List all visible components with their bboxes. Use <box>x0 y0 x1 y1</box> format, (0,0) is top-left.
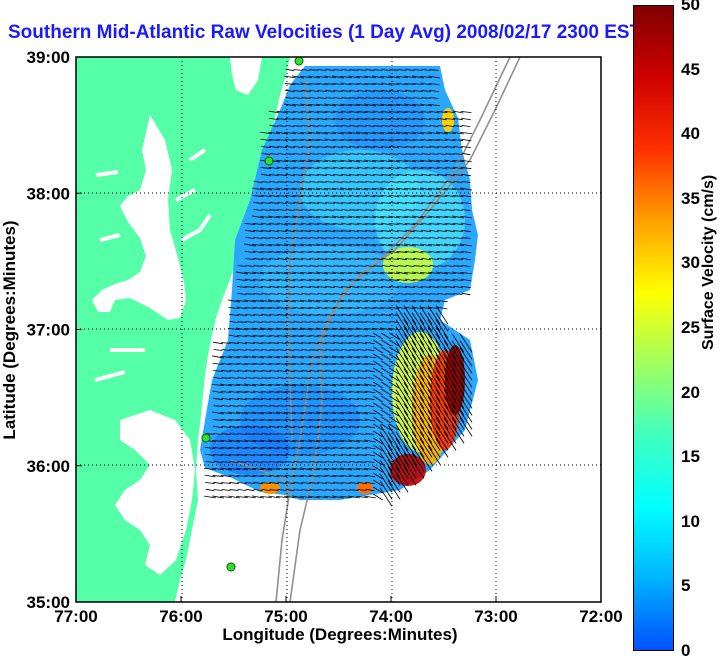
y-axis-label: Latitude (Degrees:Minutes) <box>0 220 19 439</box>
x-tick-label: 72:00 <box>579 607 622 626</box>
colorbar-tick-label: 0 <box>681 641 691 660</box>
colorbar-tick-label: 5 <box>681 576 691 596</box>
y-tick-label: 35:00 <box>27 593 70 612</box>
x-tick-label: 73:00 <box>474 607 517 626</box>
colorbar-tick-label: 35 <box>681 188 700 208</box>
colorbar-tick-label: 50 <box>681 0 700 14</box>
x-tick-label: 75:00 <box>264 607 307 626</box>
colorbar-tick-label: 45 <box>681 59 700 79</box>
colorbar-tick-label: 25 <box>681 318 700 337</box>
x-tick-label: 76:00 <box>159 607 202 626</box>
y-tick-label: 39:00 <box>27 48 70 67</box>
colorbar-label: Surface Velocity (cm/s) <box>700 174 717 350</box>
delaware-bay <box>230 57 262 95</box>
y-tick-label: 37:00 <box>27 321 70 340</box>
sound <box>115 410 195 575</box>
y-tick-label: 36:00 <box>27 457 70 476</box>
map-title: Southern Mid-Atlantic Raw Velocities (1 … <box>8 22 642 43</box>
x-tick-label: 77:00 <box>54 607 97 626</box>
x-tick-label: 74:00 <box>369 607 412 626</box>
colorbar-tick-label: 20 <box>681 382 700 402</box>
colorbar-tick-label: 30 <box>681 253 700 273</box>
graticule <box>76 57 601 602</box>
x-axis-label: Longitude (Degrees:Minutes) <box>222 625 457 644</box>
y-tick-label: 38:00 <box>27 184 70 203</box>
colorbar-tick-label: 40 <box>681 124 700 144</box>
colorbar-tick-label: 15 <box>681 447 700 467</box>
chesapeake-bay <box>92 115 186 320</box>
colorbar-tick-label: 10 <box>681 511 700 531</box>
colorbar <box>633 5 674 651</box>
velocity-vectors <box>204 68 473 507</box>
